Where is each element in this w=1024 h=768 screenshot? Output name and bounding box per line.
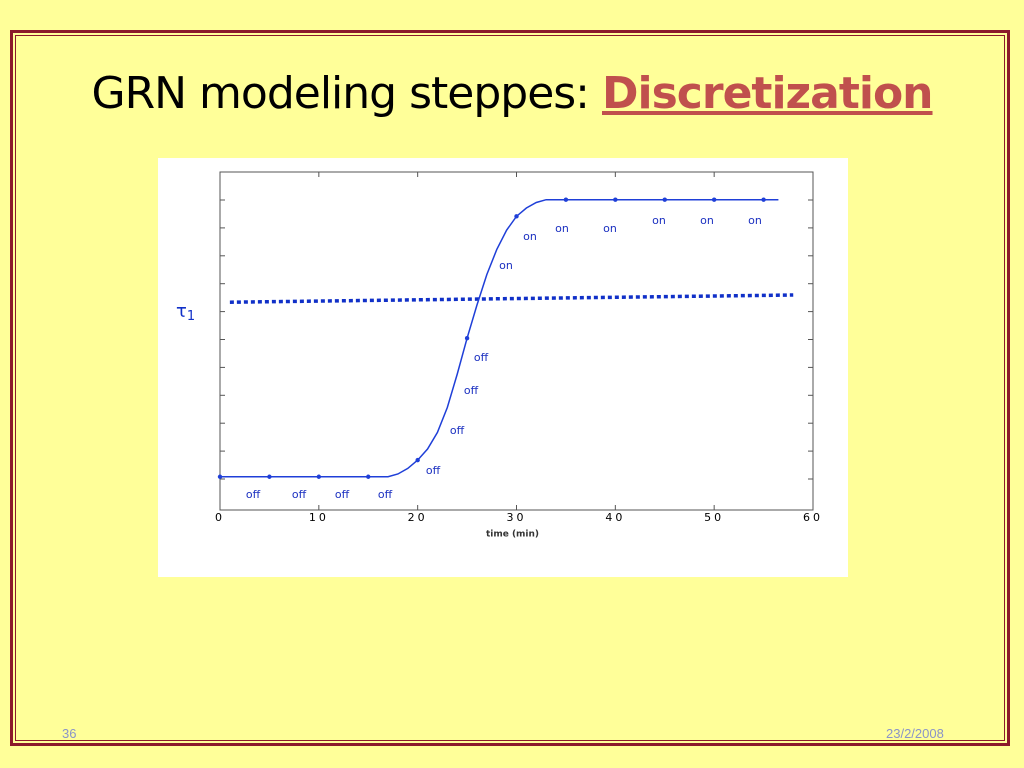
state-label: on [748, 214, 762, 227]
state-label: off [246, 488, 261, 501]
data-point [711, 197, 717, 202]
x-tick-label: 60 [803, 511, 823, 524]
state-label: off [292, 488, 307, 501]
data-point [613, 197, 618, 202]
state-label: on [603, 222, 617, 235]
state-label: on [700, 214, 714, 227]
state-label: on [523, 230, 537, 243]
data-point [662, 197, 667, 202]
state-label: off [426, 464, 441, 477]
state-label: off [450, 424, 465, 437]
threshold-subscript: 1 [187, 309, 195, 324]
border [10, 30, 1010, 746]
state-label: on [652, 214, 666, 227]
x-tick-label: 10 [309, 511, 329, 524]
x-tick-label: 50 [704, 511, 724, 524]
threshold-line [229, 293, 794, 304]
data-point [415, 457, 420, 463]
state-label: on [499, 259, 513, 272]
x-tick-label: 20 [408, 511, 428, 524]
data-point [514, 214, 519, 219]
data-point [267, 474, 272, 479]
state-label: off [464, 384, 479, 397]
x-tick-label: 30 [507, 511, 527, 524]
state-label: off [378, 488, 393, 501]
data-point [217, 474, 223, 479]
data-point [366, 474, 371, 479]
chart-background [158, 158, 848, 577]
data-point [316, 474, 322, 479]
threshold-symbol: τ [176, 301, 187, 322]
state-label: off [474, 351, 489, 364]
x-axis-label: time (min) [486, 530, 539, 540]
title-emphasis: Discretization [602, 68, 934, 119]
page-number: 36 [62, 726, 77, 741]
data-point [563, 197, 569, 202]
x-tick-label: 0 [215, 511, 225, 524]
series-line [220, 198, 779, 478]
threshold-label: τ1 [176, 301, 195, 324]
border [15, 35, 1005, 741]
date: 23/2/2008 [886, 726, 944, 741]
chart: 0 10 20 30 40 50 60 time (min) τ1 off off off off off… [158, 158, 848, 577]
state-label: on [555, 222, 569, 235]
data-point [761, 197, 766, 202]
slide-title: GRN modeling steppes: Discretization [0, 68, 1024, 119]
data-point [464, 336, 470, 341]
title-text: GRN modeling steppes: [91, 68, 602, 119]
x-tick-label: 40 [605, 511, 625, 524]
state-label: off [335, 488, 350, 501]
